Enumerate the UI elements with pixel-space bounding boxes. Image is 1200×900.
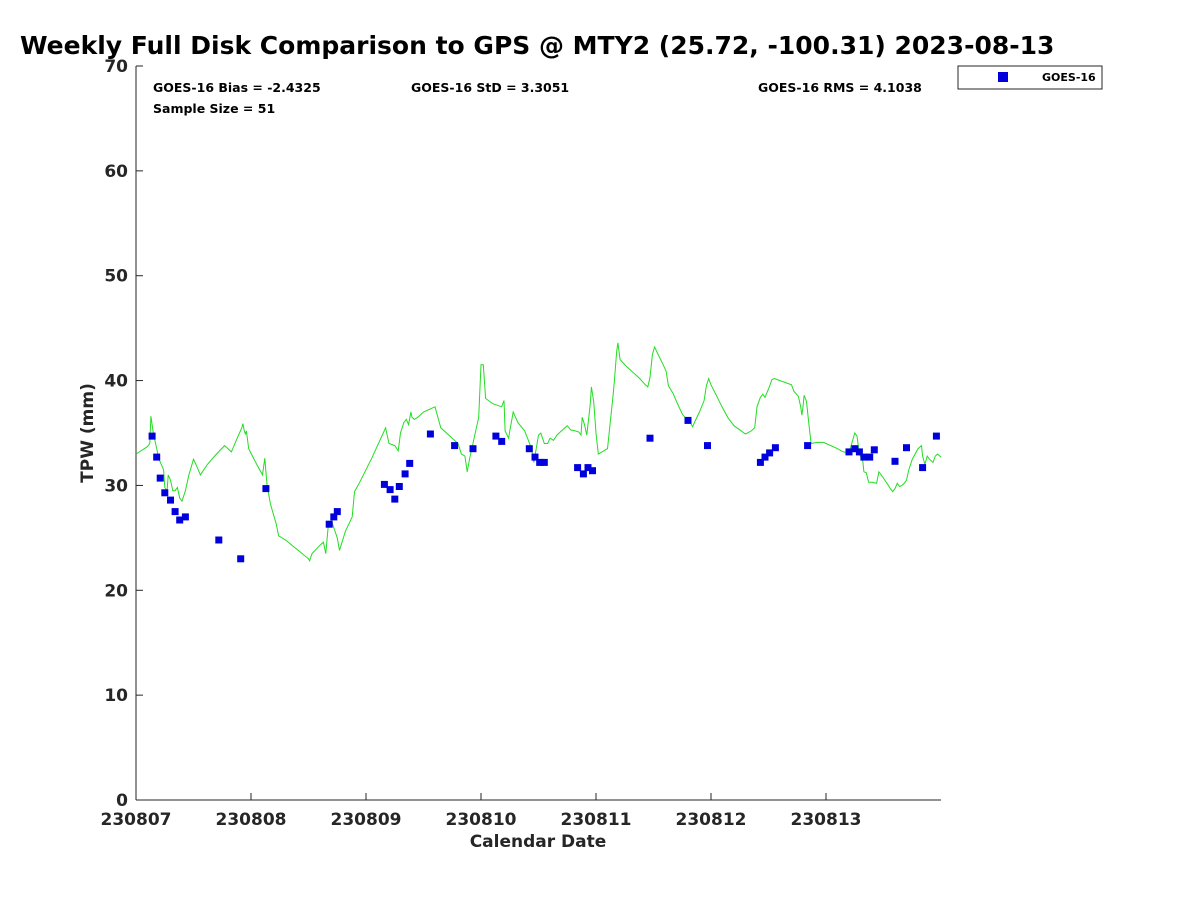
- goes16-data-point: [156, 474, 164, 482]
- goes16-data-point: [498, 437, 506, 445]
- goes16-data-point: [903, 444, 910, 452]
- goes16-data-point: [451, 442, 459, 450]
- goes16-data-point: [181, 513, 189, 521]
- x-tick-label: 230811: [561, 810, 632, 830]
- goes16-data-point: [325, 520, 333, 528]
- goes16-data-point: [860, 453, 868, 461]
- goes16-data-point: [333, 508, 341, 516]
- goes16-data-point: [492, 432, 500, 440]
- goes16-data-point: [215, 536, 223, 544]
- goes16-data-point: [756, 458, 764, 466]
- goes16-data-point: [391, 495, 399, 503]
- y-tick-label: 50: [104, 267, 128, 287]
- y-tick-label: 20: [104, 581, 128, 601]
- goes16-data-point: [704, 442, 711, 450]
- series-line-gps: [135, 342, 942, 563]
- x-tick-label: 230807: [101, 810, 172, 830]
- goes16-data-point: [176, 516, 184, 524]
- plot-area: [135, 66, 941, 801]
- goes16-data-point: [646, 434, 654, 442]
- goes16-data-point: [870, 446, 878, 454]
- series-layer: [135, 342, 942, 563]
- x-tick-label: 230812: [676, 810, 747, 830]
- goes16-data-point: [469, 445, 477, 453]
- goes16-data-point: [574, 464, 582, 472]
- x-tick-label: 230808: [216, 810, 287, 830]
- goes16-data-point: [851, 445, 859, 453]
- y-tick-label: 0: [116, 791, 128, 811]
- x-axis-label: Calendar Date: [470, 832, 607, 852]
- goes16-data-point: [855, 448, 863, 456]
- x-tick-label: 230813: [791, 810, 862, 830]
- goes16-data-point: [161, 489, 169, 497]
- goes16-data-point: [262, 485, 270, 493]
- y-tick-label: 30: [104, 476, 128, 496]
- goes16-data-point: [380, 480, 388, 488]
- goes16-data-point: [589, 467, 596, 475]
- goes16-data-point: [167, 496, 174, 504]
- x-tick-label: 230809: [331, 810, 402, 830]
- goes16-data-point: [171, 508, 179, 516]
- legend-label-goes16: GOES-16: [1042, 71, 1096, 84]
- goes16-data-point: [525, 445, 533, 453]
- goes16-data-point: [771, 444, 779, 452]
- x-axis-ticks: 230807 230808 230809 230810 230811 230812 2308…: [101, 793, 862, 830]
- goes16-data-point: [845, 448, 853, 456]
- goes16-data-point: [531, 453, 539, 461]
- goes16-data-point: [919, 464, 927, 472]
- goes16-data-point: [395, 483, 403, 490]
- goes16-data-point: [766, 449, 774, 457]
- legend-box: [957, 65, 1103, 90]
- y-tick-label: 10: [104, 686, 128, 706]
- goes16-data-point: [804, 442, 812, 450]
- goes16-data-point: [536, 458, 544, 466]
- goes16-data-point: [866, 453, 874, 461]
- stat-sample-size: Sample Size = 51: [153, 101, 275, 116]
- goes16-data-point: [148, 432, 156, 440]
- goes16-data-point: [579, 470, 587, 478]
- goes16-data-point: [891, 457, 899, 465]
- y-axis-label: TPW (mm): [78, 383, 98, 483]
- goes16-data-point: [540, 458, 548, 466]
- series-markers-goes16: [148, 416, 940, 563]
- goes16-data-point: [684, 416, 692, 424]
- stat-std: GOES-16 StD = 3.3051: [411, 80, 569, 95]
- goes16-data-point: [401, 470, 409, 478]
- legend-marker-goes16: [998, 72, 1008, 82]
- legend: GOES-16: [957, 65, 1103, 90]
- goes16-data-point: [761, 453, 769, 461]
- stat-bias: GOES-16 Bias = -2.4325: [153, 80, 321, 95]
- goes16-data-point: [386, 486, 394, 494]
- y-tick-label: 40: [104, 372, 128, 392]
- goes16-data-point: [330, 513, 338, 521]
- y-axis-ticks: 0 10 20 30 40 50 60 70: [104, 57, 143, 811]
- goes16-data-point: [426, 430, 434, 438]
- goes16-data-point: [932, 432, 940, 440]
- goes16-data-point: [584, 464, 592, 472]
- goes16-data-point: [237, 555, 245, 563]
- y-tick-label: 60: [104, 162, 128, 182]
- stat-rms: GOES-16 RMS = 4.1038: [758, 80, 922, 95]
- y-tick-label: 70: [104, 57, 128, 77]
- chart-title: Weekly Full Disk Comparison to GPS @ MTY…: [20, 31, 1054, 60]
- x-tick-label: 230810: [446, 810, 517, 830]
- goes16-data-point: [406, 459, 414, 467]
- goes16-data-point: [153, 453, 161, 461]
